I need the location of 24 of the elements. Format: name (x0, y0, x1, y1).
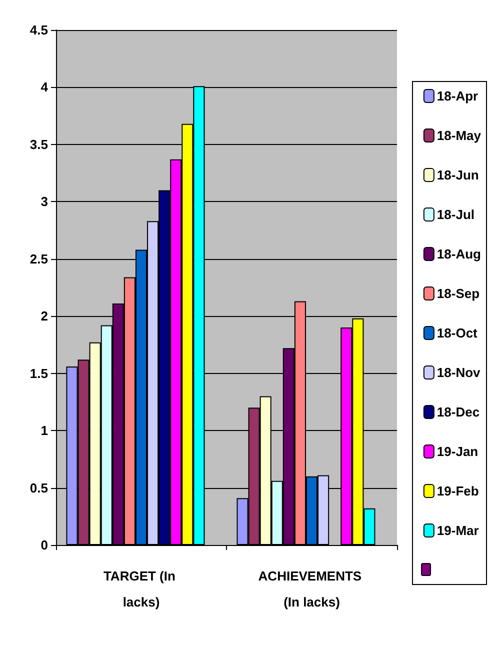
y-tick-label: 3 (40, 194, 48, 210)
legend-label: 18-Sep (436, 286, 480, 301)
x-tick-label: TARGET (In lacks) (103, 568, 180, 610)
legend-label: 18-Aug (436, 246, 482, 262)
legend-label: 18-Dec (436, 404, 480, 420)
legend-label: 18-Jul (436, 207, 474, 222)
y-tick-label: 2.5 (30, 251, 48, 266)
y-tick-label: 4 (40, 80, 49, 95)
legend-label: 18-Apr (436, 88, 478, 104)
legend-label: 18-Oct (436, 326, 478, 340)
y-tick-label: 1.5 (30, 366, 48, 381)
y-tick-label: 1 (40, 423, 48, 438)
y-tick-label: 4.5 (30, 22, 48, 38)
legend-label: 18-Nov (436, 365, 482, 380)
legend-label: 19-Feb (436, 484, 479, 498)
y-tick-label: 0 (40, 538, 48, 552)
legend-label: 19-Mar (436, 523, 479, 538)
legend-label: 18-Jun (436, 168, 479, 182)
legend-label: 19-Jan (436, 444, 478, 459)
legend-label: 18-May (436, 128, 482, 143)
y-tick-label: 3.5 (30, 136, 48, 152)
y-tick-label: 0.5 (30, 480, 48, 496)
y-tick-label: 2 (40, 308, 48, 324)
x-tick-label: ACHIEVEMENTS (In lacks) (258, 568, 366, 610)
